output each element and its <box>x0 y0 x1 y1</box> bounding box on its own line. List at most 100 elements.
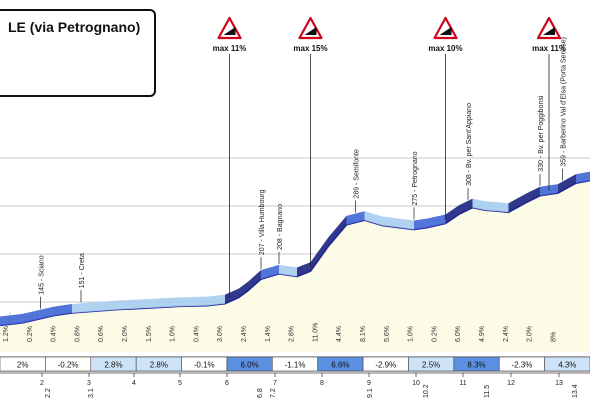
gradient-ramp-segment <box>310 237 329 272</box>
gradient-ramp-segment <box>279 264 297 277</box>
profile-fill <box>0 180 590 352</box>
segment-gradient-label: 0.2% <box>431 326 438 342</box>
gradient-ramp-segment <box>90 300 117 312</box>
waypoint-label: 308 - Bv. per Sant'Appiano <box>466 103 473 186</box>
gradient-ramp-segment <box>117 299 144 310</box>
segment-gradient-label: 4.9% <box>479 326 486 342</box>
gradient-ramp-segment <box>225 288 239 304</box>
segment-gradient-label: 0.4% <box>51 326 58 342</box>
max-gradient-signs: max 11% max 15% max 10% max 11% <box>213 16 566 298</box>
km-tick-label: 2 <box>40 380 44 387</box>
gradient-ramp-segment <box>382 216 414 230</box>
max-gradient-label: max 15% <box>293 44 327 53</box>
gradient-ramp-segment <box>180 296 207 307</box>
km-sub-tick-label: 10.2 <box>423 384 430 398</box>
gradient-ramp-segment <box>486 201 495 211</box>
waypoint-label: 289 - Semifonte <box>354 149 361 199</box>
average-segment-label: -2.9% <box>375 361 396 370</box>
average-segment-label: 8.3% <box>467 361 485 370</box>
average-segment-label: -1.1% <box>285 361 306 370</box>
segment-gradient-label: 5.6% <box>384 326 391 342</box>
average-segment-label: 6.6% <box>331 361 349 370</box>
segment-gradient-label: 0.2% <box>27 326 34 342</box>
section-averages-band: 2% -0.2% 2.8% 2.8% -0.1% 6.0% -1.1% 6.6% -2.9% 2.… <box>0 356 590 372</box>
km-sub-tick-label: 9.1 <box>367 388 374 398</box>
gradient-ramp-segment <box>472 198 486 211</box>
average-segment-label: 6.0% <box>240 361 258 370</box>
gradient-ramp-segment <box>72 302 90 313</box>
gradient-ramp-segment <box>328 215 347 247</box>
gradient-labels: 1.2% 0.2% 0.4% 0.8% 0.6% 2.0% 1.5% 1.0% 0.4% 3.0%… <box>3 323 557 342</box>
gradient-ramp-segment <box>207 294 225 306</box>
gradient-ramp-segment <box>445 205 459 224</box>
segment-gradient-label: 3.0% <box>217 326 224 342</box>
segment-gradient-label: 8% <box>550 332 557 342</box>
gradient-ramp-segment <box>261 264 279 280</box>
segment-gradient-label: 4.4% <box>336 326 343 342</box>
max-gradient-label: max 10% <box>428 44 462 53</box>
average-segment-label: 2.5% <box>422 361 440 370</box>
segment-gradient-label: 1.0% <box>170 326 177 342</box>
km-sub-tick-label: 3.1 <box>88 388 95 398</box>
km-sub-tick-label: 6.8 <box>257 388 264 398</box>
segment-gradient-label: 1.5% <box>146 326 153 342</box>
chart-title: LE (via Petrognano) <box>8 19 141 35</box>
segment-gradient-label: 1.0% <box>408 326 415 342</box>
km-sub-tick-label: 13.4 <box>572 384 579 398</box>
segment-gradient-label: 0.4% <box>193 326 200 342</box>
km-tick-label: 7 <box>273 380 277 387</box>
segment-gradient-label: 8.1% <box>360 326 367 342</box>
km-axis: 2 3 4 5 6 7 8 9 10 11 12 13 2.2 3.1 6.8 7.2 9.1 10.2 11.5 1… <box>0 372 590 398</box>
gradient-ramp-segment <box>576 171 590 184</box>
warning-sign-icon <box>217 16 242 40</box>
gradient-ramp-segment <box>459 198 473 215</box>
segment-gradient-label: 0.8% <box>74 326 81 342</box>
km-tick-label: 12 <box>507 380 515 387</box>
title-box: LE (via Petrognano) <box>0 9 156 97</box>
km-sub-tick-label: 7.2 <box>270 388 277 398</box>
gradient-ramp-segment <box>495 201 509 213</box>
segment-gradient-label: 6.0% <box>455 326 462 342</box>
km-sub-tick-label: 11.5 <box>484 385 491 398</box>
average-segment-label: 2% <box>17 361 29 370</box>
km-tick-label: 6 <box>225 380 229 387</box>
km-tick-label: 13 <box>555 380 563 387</box>
gradient-ramp-segment <box>558 174 576 194</box>
gradient-ramp-segment <box>297 262 311 277</box>
average-segment-label: 2.8% <box>150 361 168 370</box>
gradient-ramp-segment <box>526 186 540 203</box>
average-segment-label: 4.3% <box>558 361 576 370</box>
segment-gradient-label: 1.4% <box>265 326 272 342</box>
max-gradient-label: max 11% <box>213 44 247 53</box>
km-tick-label: 4 <box>132 380 136 387</box>
segment-gradient-label: 2.0% <box>527 326 534 342</box>
warning-sign-icon <box>536 16 562 40</box>
segment-gradient-label: 2.4% <box>503 326 510 342</box>
segment-gradient-label: 2.4% <box>241 326 248 342</box>
warning-sign-icon <box>298 16 323 40</box>
waypoint-labels: 145 - Sciano 151 - Creta 207 - Villa Humbo… <box>39 37 568 309</box>
waypoint-label: 151 - Creta <box>79 253 86 288</box>
km-tick-label: 3 <box>87 380 91 387</box>
segment-gradient-label: 11.0% <box>312 323 319 342</box>
gradient-ramp-segment <box>247 270 261 292</box>
warning-sign-icon <box>433 16 458 40</box>
gradient-ramp-segment <box>22 306 54 323</box>
average-segment-label: -0.2% <box>58 361 79 370</box>
waypoint-label: 330 - Bv. per Poggibonsi <box>538 95 545 172</box>
km-tick-label: 10 <box>412 380 420 387</box>
gradient-ramp-segment <box>414 218 428 230</box>
average-segment-label: 2.8% <box>104 361 122 370</box>
gradient-ramp-segment <box>238 282 248 298</box>
average-segment-label: -0.1% <box>194 361 215 370</box>
km-tick-label: 9 <box>367 380 371 387</box>
km-sub-tick-label: 2.2 <box>45 388 52 398</box>
gradient-ramp-segment <box>364 211 383 226</box>
gradient-ramp-segment <box>0 313 23 326</box>
km-tick-label: 11 <box>459 380 466 387</box>
waypoint-label: 275 - Petrognano <box>412 151 419 205</box>
segment-gradient-label: 2.8% <box>289 326 296 342</box>
profile-gradient-ramps <box>0 171 590 326</box>
gradient-ramp-segment <box>508 193 527 213</box>
